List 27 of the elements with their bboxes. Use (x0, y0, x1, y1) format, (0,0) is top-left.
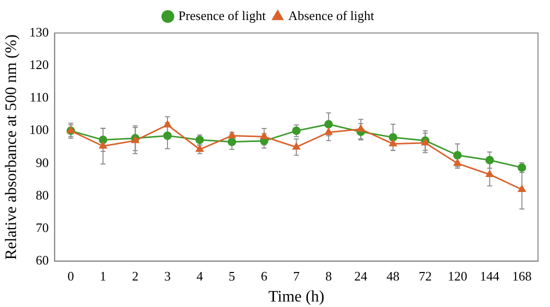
x-tick-label: 8 (325, 268, 332, 284)
y-tick-label: 70 (36, 220, 49, 236)
x-tick-label: 3 (164, 268, 171, 284)
x-tick-label: 48 (386, 268, 400, 284)
x-tick-label: 24 (354, 268, 368, 284)
y-tick-label: 60 (36, 252, 49, 268)
x-axis-title: Time (h) (268, 288, 324, 306)
x-tick-label: 168 (512, 268, 532, 284)
x-tick-label: 6 (260, 268, 268, 284)
y-tick-label: 110 (30, 90, 49, 105)
y-tick-label: 120 (29, 57, 49, 72)
x-tick-label: 0 (68, 268, 74, 284)
y-tick-label: 130 (29, 24, 49, 40)
x-tick-label: 5 (228, 268, 236, 284)
x-tick-label: 120 (448, 268, 468, 284)
y-tick-label: 80 (36, 187, 49, 202)
x-tick-label: 4 (196, 268, 204, 284)
y-tick-label: 90 (36, 154, 49, 170)
x-tick-label: 2 (132, 268, 138, 284)
legend-label: Absence of light (288, 8, 375, 23)
legend-label: Presence of light (178, 8, 266, 23)
x-tick-label: 72 (418, 268, 432, 284)
x-tick-label: 7 (293, 268, 300, 284)
y-tick-label: 100 (29, 122, 49, 138)
y-axis-title: Relative absorbance at 500 nm (%) (2, 34, 20, 260)
x-tick-label: 144 (480, 268, 500, 284)
x-tick-label: 1 (100, 268, 106, 284)
